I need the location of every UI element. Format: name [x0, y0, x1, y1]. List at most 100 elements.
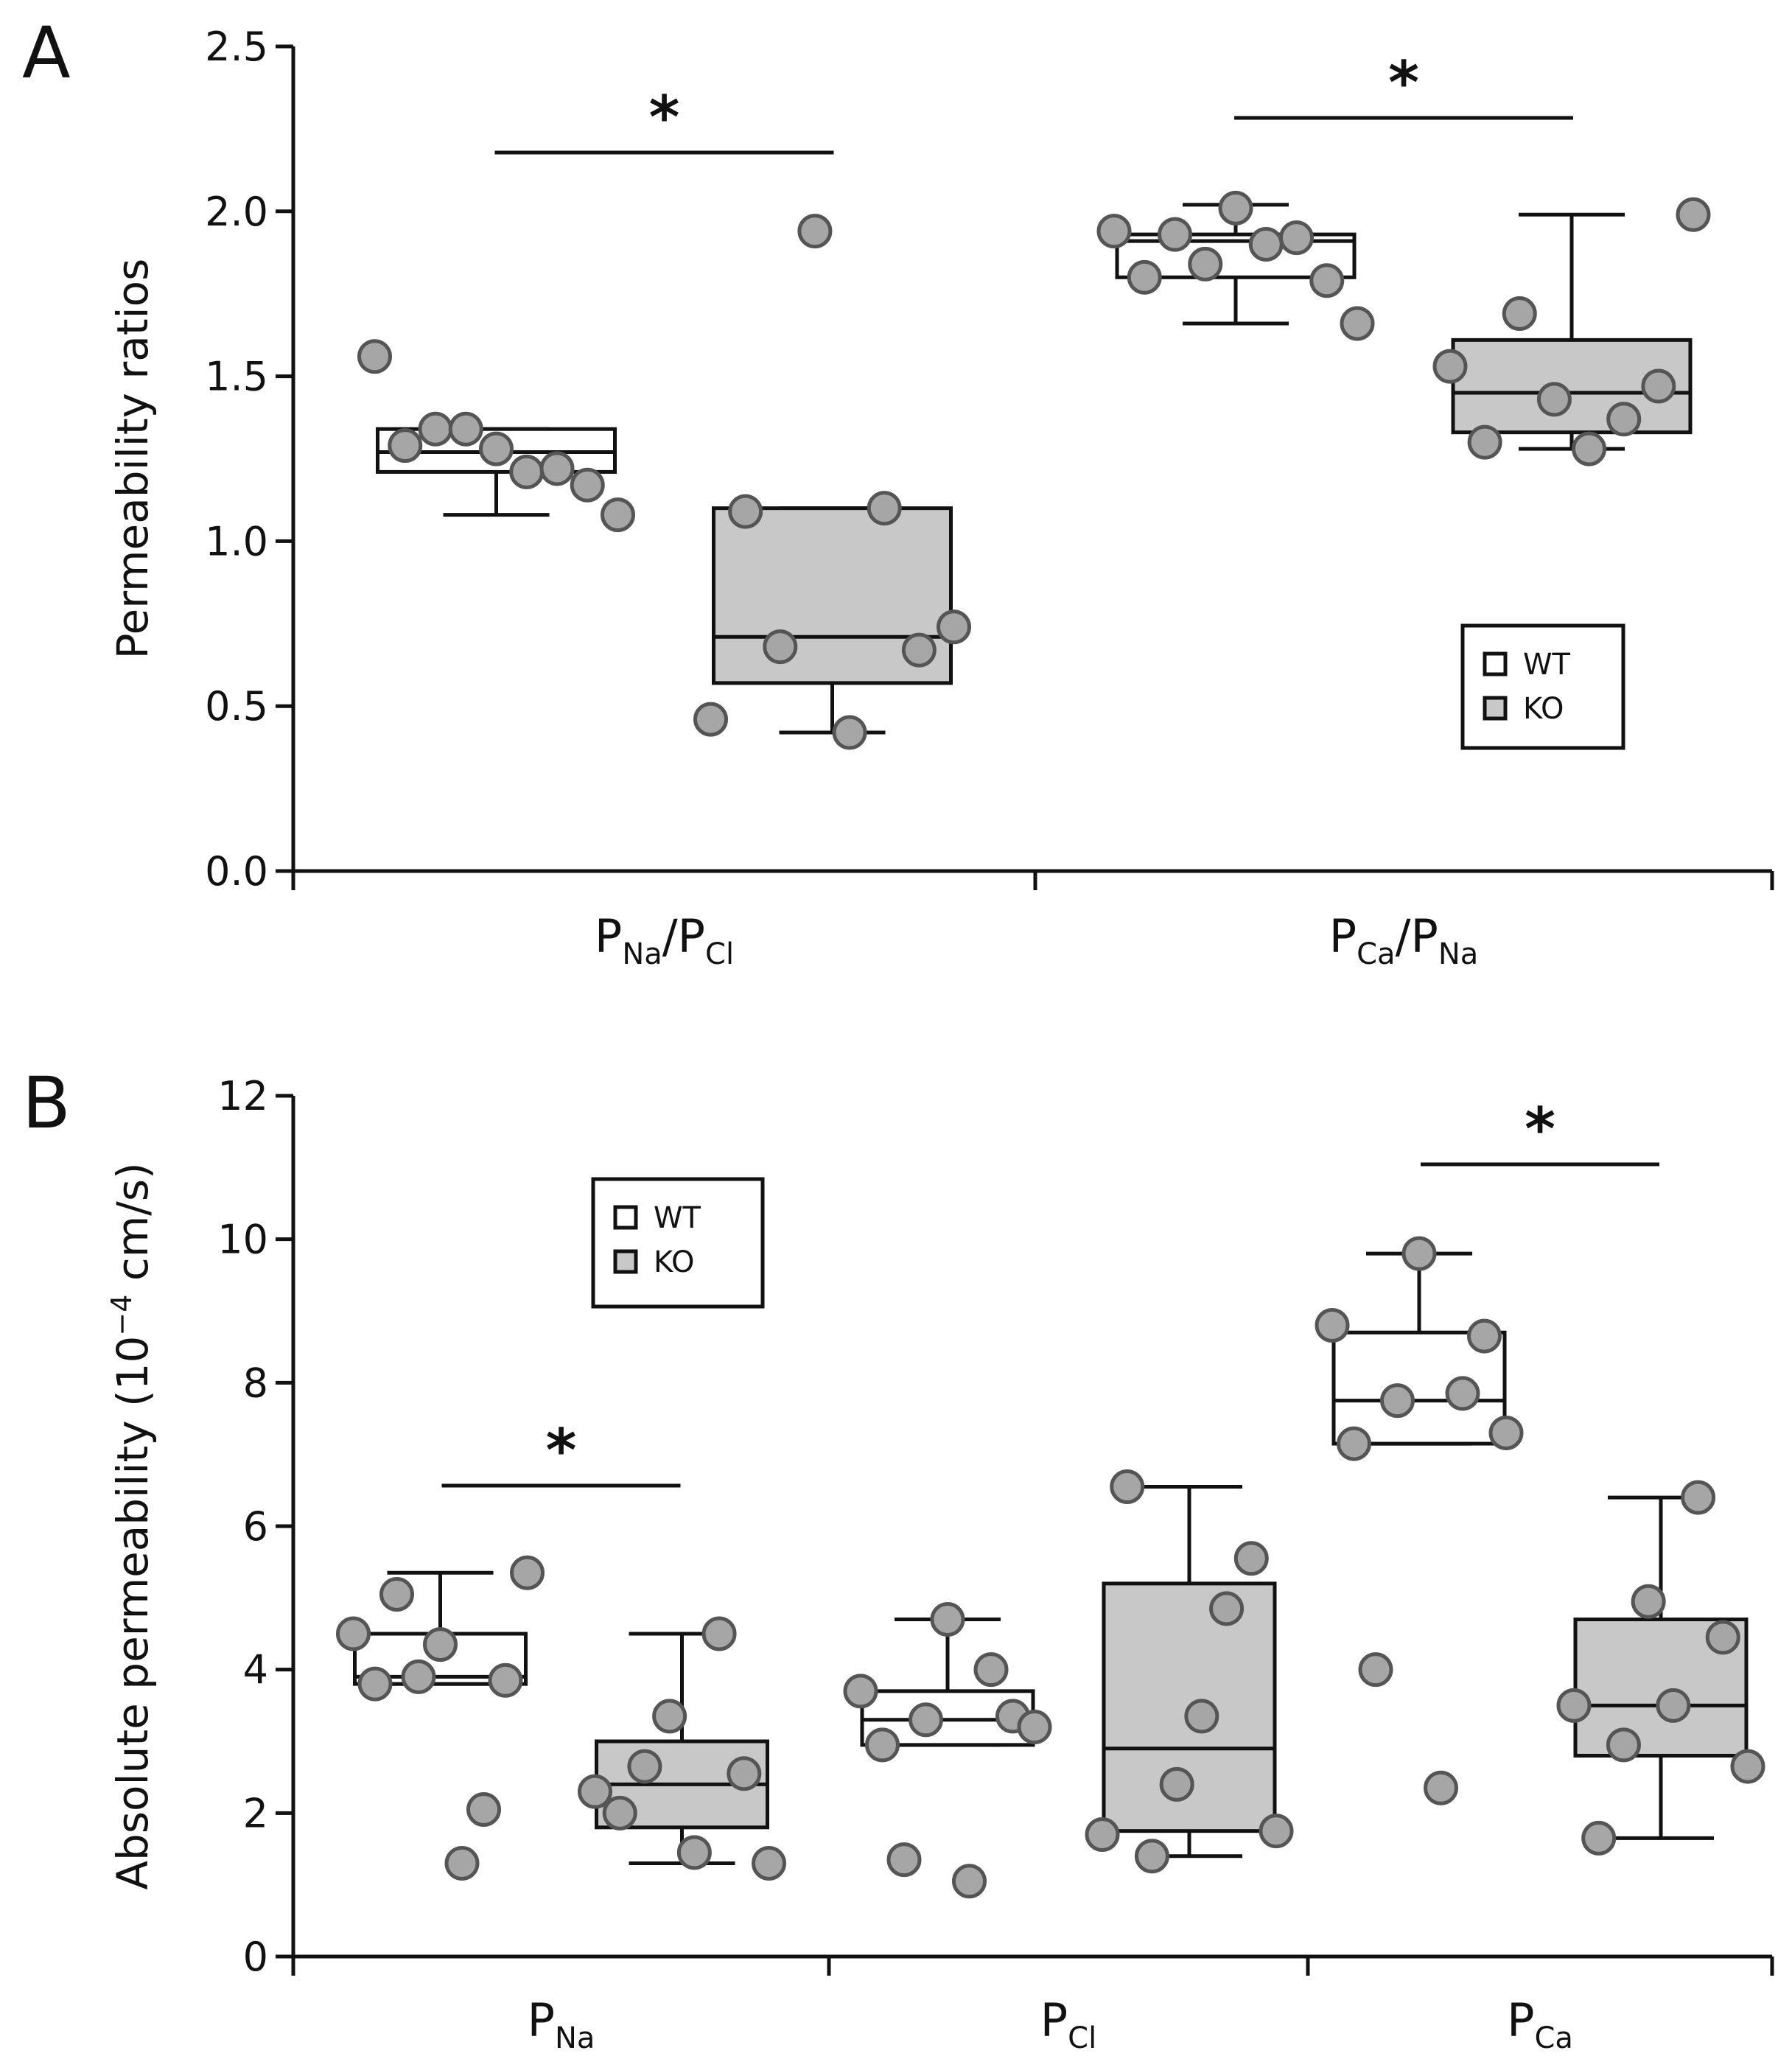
panel-b-data-point [865, 1727, 900, 1763]
panel-b-data-point [1209, 1591, 1245, 1626]
panel-a-data-point [1218, 190, 1253, 225]
panel-b-data-point [930, 1602, 965, 1637]
panel-b-data-point [444, 1845, 480, 1881]
panel-a-data-point [728, 494, 763, 529]
panel-a-data-point [388, 428, 423, 464]
panel-b-data-point [357, 1666, 393, 1702]
panel-b-legend [591, 1177, 765, 1309]
category-label-subscript: Ca [1357, 937, 1395, 971]
panel-a-data-point [937, 609, 971, 645]
panel-b-data-point [1110, 1469, 1145, 1504]
panel-b-chart: B 0 2 4 6 8 10 12 Absolute permeability (10−4 c… [22, 1062, 1774, 2055]
panel-a-data-point [448, 411, 483, 447]
panel-b-legend-label-ko: KO [654, 1245, 695, 1279]
panel-a-legend-swatch-wt [1483, 651, 1508, 676]
panel-b-data-point [1380, 1383, 1415, 1419]
panel-a-legend-label-ko: KO [1523, 692, 1564, 726]
panel-b-data-point [1424, 1770, 1458, 1805]
panel-b-y-tick-label: 12 [217, 1073, 268, 1119]
panel-a-data-point [832, 715, 867, 750]
panel-b-y-tick-label: 10 [217, 1217, 268, 1263]
panel-b-data-point [466, 1791, 501, 1827]
panel-a-data-point [1676, 197, 1711, 232]
panel-a-letter: A [22, 12, 71, 94]
panel-a-data-point [1127, 259, 1162, 295]
panel-a-y-tick-label: 1.0 [205, 518, 268, 564]
panel-a-data-point [570, 467, 605, 503]
panel-a-y-tick-label: 2.5 [205, 24, 268, 70]
panel-b-data-point [510, 1555, 545, 1590]
panel-a-data-point [763, 629, 798, 665]
panel-b-legend-label-wt: WT [654, 1201, 701, 1235]
panel-a-data-point [601, 497, 635, 533]
panel-a-data-point [1572, 431, 1607, 466]
panel-b-y-axis-title-text: Absolute permeability [108, 1420, 158, 1889]
panel-b-data-point [952, 1864, 987, 1899]
panel-a-data-point [1606, 402, 1642, 437]
panel-b-data-point [1730, 1749, 1765, 1784]
category-label-subscript: Na [555, 2021, 595, 2055]
panel-b-data-point [1358, 1652, 1393, 1688]
panel-b-data-point [488, 1662, 523, 1698]
panel-a-y-tick-label: 1.5 [205, 354, 268, 400]
panel-a-data-point [357, 339, 392, 374]
panel-b-significance-star: * [1525, 1095, 1555, 1164]
panel-a-category-label: PNa/PCl [595, 909, 734, 971]
panel-a-data-point [693, 702, 728, 737]
category-label-subscript: Na [622, 937, 662, 971]
panel-b-legend-swatch-wt [613, 1205, 638, 1230]
panel-b-data-point [379, 1576, 414, 1612]
panel-b-data-point [973, 1652, 1009, 1688]
panel-b-y-tick-label: 8 [243, 1360, 268, 1406]
panel-b-data-point [843, 1674, 878, 1709]
panel-a-data-point [539, 451, 575, 486]
panel-b-data-point [909, 1702, 943, 1738]
panel-b-data-point [1315, 1307, 1350, 1343]
panel-a-y-tick-label: 2.0 [205, 189, 268, 235]
panel-a-data-point [901, 632, 937, 668]
panel-b-data-point [1184, 1699, 1219, 1734]
category-label-main: P [528, 1993, 555, 2047]
panel-b-y-tick-label: 6 [243, 1503, 268, 1550]
panel-b-y-tick-label: 2 [243, 1790, 268, 1836]
panel-a-data-point [1340, 306, 1375, 341]
panel-b-data-point [336, 1616, 371, 1651]
panel-b-data-point [1705, 1620, 1740, 1655]
category-label-main: /P [1396, 909, 1438, 963]
panel-b-data-point [652, 1699, 687, 1734]
panel-a-y-axis-title-text: Permeability ratios [108, 259, 158, 660]
panel-a-data-point [479, 431, 514, 466]
panel-a-y-axis-title: Permeability ratios [108, 259, 158, 660]
panel-a-significance-star: * [1388, 49, 1419, 117]
panel-b-data-point [1631, 1584, 1666, 1619]
panel-a-data-point [1188, 246, 1223, 282]
panel-b-data-point [1401, 1236, 1437, 1271]
panel-a-data-point [1641, 368, 1676, 404]
panel-a-data-point [418, 411, 453, 447]
category-label-subscript: Cl [705, 937, 734, 971]
panel-b-category-label: PCl [1040, 1993, 1096, 2055]
panel-a-data-point [509, 454, 545, 489]
panel-b-y-tick-label: 4 [243, 1647, 268, 1693]
panel-a-data-point [1502, 296, 1537, 332]
category-label-main: /P [662, 909, 705, 963]
panel-a-data-point [1536, 382, 1572, 417]
panel-b-data-point [1259, 1814, 1294, 1849]
panel-b-data-point [627, 1749, 662, 1784]
panel-a-data-point [1279, 220, 1314, 256]
category-label-subscript: Ca [1534, 2021, 1572, 2055]
panel-a-category-label: PCa/PNa [1329, 909, 1479, 971]
panel-b-category-label: PNa [528, 1993, 595, 2055]
panel-b-data-point [1581, 1820, 1617, 1856]
panel-b-y-axis-unit-rest: cm/s) [108, 1162, 158, 1294]
panel-b-data-point [727, 1756, 762, 1791]
panel-b-data-point [1085, 1817, 1120, 1853]
panel-b-y-tick-label: 0 [243, 1934, 268, 1980]
panel-b-data-point [1606, 1727, 1641, 1763]
panel-b-y-axis-title: Absolute permeability (10−4 cm/s) [105, 1162, 158, 1889]
panel-b-data-point [1681, 1480, 1716, 1515]
panel-b-data-point [676, 1835, 712, 1870]
panel-b-data-point [578, 1774, 612, 1809]
panel-b-data-point [1017, 1710, 1052, 1745]
